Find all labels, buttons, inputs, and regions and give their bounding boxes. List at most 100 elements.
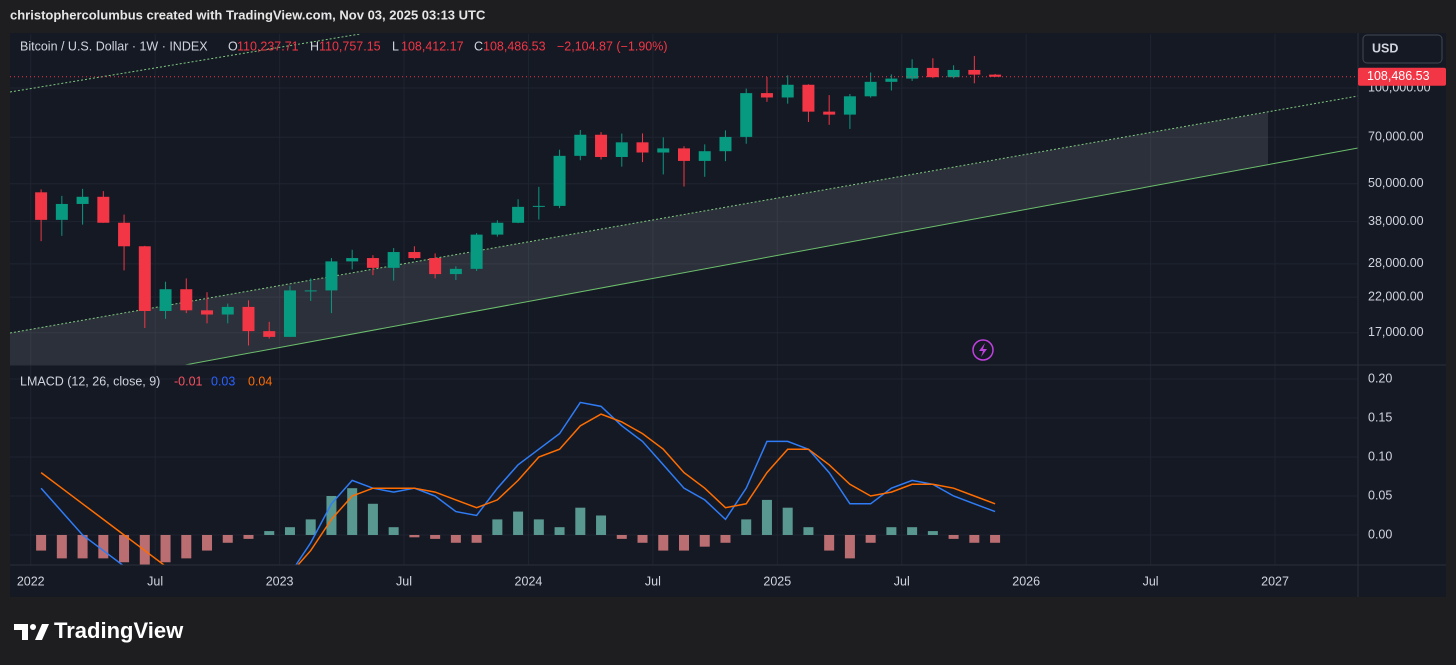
y-tick-label: 0.00 (1368, 527, 1392, 541)
y-tick-label: 38,000.00 (1368, 214, 1424, 228)
histogram-bar (430, 534, 441, 539)
candle-body (968, 69, 981, 75)
y-tick-label: 0.10 (1368, 449, 1392, 463)
histogram-bar (56, 534, 67, 559)
y-tick-label: 0.20 (1368, 371, 1392, 385)
channel-fill (10, 112, 1268, 365)
channel-line (10, 95, 1358, 334)
y-tick-label: 0.15 (1368, 410, 1392, 424)
indicator-line (40, 413, 996, 565)
candle-body (138, 246, 151, 312)
histogram-bar (803, 527, 814, 535)
ohlc-key: C (474, 39, 483, 53)
histogram-bar (699, 534, 710, 547)
indicator-title: LMACD (12, 26, close, 9) (20, 374, 160, 388)
candle-body (429, 258, 442, 275)
histogram-bar (761, 499, 772, 535)
currency-button[interactable] (1362, 34, 1443, 64)
y-tick-label: 50,000.00 (1368, 176, 1424, 190)
candle-body (283, 290, 296, 337)
histogram-bar (637, 534, 648, 543)
y-tick-label: 0.05 (1368, 488, 1392, 502)
x-tick-label: 2025 (763, 574, 791, 588)
candle-body (802, 84, 815, 112)
histogram-bar (222, 534, 233, 543)
alert-icon[interactable] (972, 339, 994, 361)
logo-mark (30, 624, 36, 630)
price-label: 108,486.53 (1367, 69, 1430, 83)
candle-body (118, 222, 131, 247)
histogram-bar (554, 527, 565, 535)
attribution: christophercolumbus created with Trading… (10, 7, 486, 22)
candle-body (491, 222, 504, 235)
histogram-bar (886, 527, 897, 535)
ohlc-key: H (310, 39, 319, 53)
y-tick-label: 70,000.00 (1368, 130, 1424, 144)
price-label-bg (1358, 67, 1446, 86)
candle-body (657, 148, 670, 153)
histogram-bar (202, 534, 213, 551)
x-tick-label: 2023 (266, 574, 294, 588)
logo-mark (35, 624, 49, 640)
candle-body (595, 134, 608, 157)
candle-body (906, 67, 919, 79)
histogram-bar (658, 534, 669, 551)
x-tick-label: 2022 (17, 574, 45, 588)
candle-body (989, 74, 1002, 77)
x-tick-label: 2026 (1012, 574, 1040, 588)
histogram-bar (264, 531, 275, 535)
candle-body (366, 258, 379, 268)
candle-body (76, 196, 89, 204)
drawings (10, 34, 1358, 365)
y-tick-label: 17,000.00 (1368, 325, 1424, 339)
histogram-bar (990, 534, 1001, 543)
candle-body (636, 142, 649, 153)
candle-body (408, 252, 421, 259)
ohlc-value: 110,237.71 (237, 39, 299, 53)
histogram-bar (679, 534, 689, 551)
ohlc-key: O (228, 39, 238, 53)
candle-body (55, 203, 68, 220)
indicator-legend-value: 0.03 (211, 374, 235, 388)
logo-mark (14, 624, 28, 640)
macd-pane (36, 401, 1001, 565)
candle-body (35, 192, 48, 220)
y-tick-label: 28,000.00 (1368, 256, 1424, 270)
axes: 2022 Jul 2023 Jul 2024 Jul 2025 Jul 2026 Jul 2027 1… (17, 67, 1446, 588)
histogram-bar (450, 534, 461, 543)
candle-body (781, 84, 794, 98)
chart-title: Bitcoin / U.S. Dollar · 1W · INDEX (20, 39, 208, 53)
candle-body (221, 306, 234, 315)
histogram-bar (720, 534, 731, 543)
candle-body (325, 261, 338, 291)
candle-body (304, 290, 317, 292)
x-tick-label: Jul (645, 574, 661, 588)
histogram-bar (969, 534, 980, 543)
histogram-bar (243, 534, 254, 539)
price-pane (10, 55, 1358, 346)
histogram-bar (160, 534, 171, 563)
candle-body (532, 205, 545, 207)
histogram-bar (367, 503, 378, 535)
histogram-bar (181, 534, 192, 559)
candle-body (201, 310, 214, 315)
candle-body (843, 96, 856, 115)
candle-body (864, 81, 877, 97)
histogram-bar (927, 531, 938, 535)
candle-body (823, 111, 836, 115)
change: −2,104.87 (−1.90%) (557, 39, 668, 53)
x-tick-label: 2024 (515, 574, 543, 588)
histogram-bar (844, 534, 855, 559)
histogram-bar (36, 534, 47, 551)
candle-body (387, 252, 400, 268)
logo (14, 624, 49, 640)
currency[interactable]: USD (1372, 41, 1398, 55)
indicator-legend-value: 0.04 (248, 374, 272, 388)
x-tick-label: Jul (396, 574, 412, 588)
y-tick-label: 22,000.00 (1368, 289, 1424, 303)
candle-body (615, 142, 628, 157)
x-tick-label: 2027 (1261, 574, 1289, 588)
candle-body (242, 306, 255, 332)
histogram-bar (575, 507, 586, 535)
